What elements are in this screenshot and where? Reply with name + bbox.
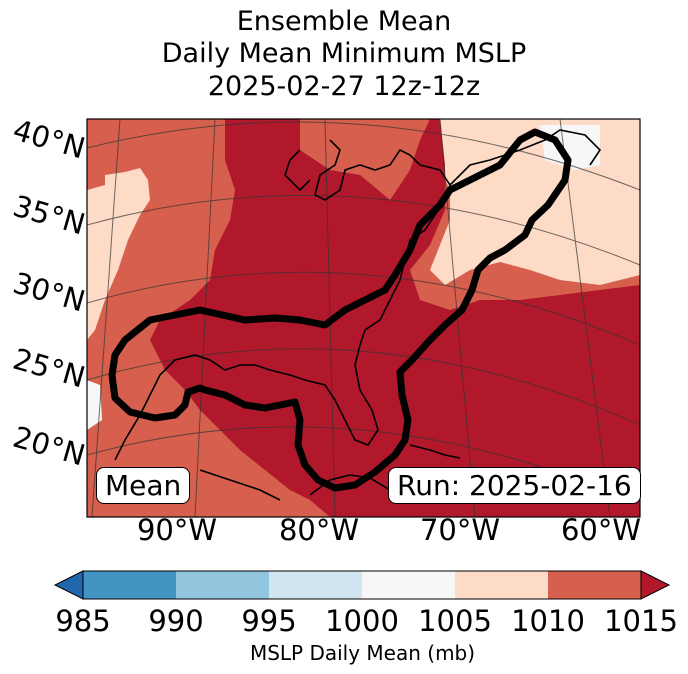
lon-label-60w: 60°W [560, 513, 642, 547]
field-1010-1015 [150, 119, 640, 517]
colorbar-tick-990: 990 [148, 604, 204, 638]
title-line-1: Ensemble Mean [236, 6, 452, 37]
colorbar-tick-1010: 1010 [511, 604, 585, 638]
field-995-1000-west [87, 380, 102, 430]
field-1000-1005-west [87, 168, 150, 340]
map-frame [86, 118, 641, 518]
title-line-2: Daily Mean Minimum MSLP [161, 38, 527, 69]
run-label: Run: 2025-02-16 [388, 467, 641, 504]
colorbar-label: MSLP Daily Mean (mb) [249, 641, 476, 665]
lon-label-90w: 90°W [136, 513, 218, 547]
colorbar-tick-995: 995 [241, 604, 297, 638]
colorbar-tick-1000: 1000 [325, 604, 399, 638]
colorbar-tick-1005: 1005 [418, 604, 492, 638]
lon-label-80w: 80°W [278, 513, 360, 547]
colorbar-tick-985: 985 [55, 604, 111, 638]
mean-label: Mean [96, 467, 191, 504]
ensemble-contour [108, 128, 572, 492]
colorbar-tick-1015: 1015 [604, 604, 678, 638]
lon-label-70w: 70°W [419, 513, 501, 547]
title-line-3: 2025-02-27 12z-12z [207, 71, 481, 102]
